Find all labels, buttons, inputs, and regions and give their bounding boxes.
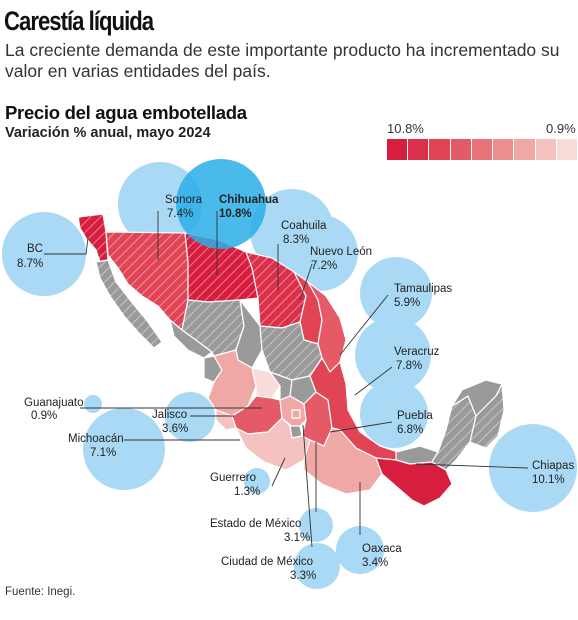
label-puebla-value: 6.8% <box>397 424 423 436</box>
label-guanajuato-name: Guanajuato <box>24 397 83 409</box>
map-title: Precio del agua embotellada <box>5 102 247 123</box>
bubble-sonora[interactable] <box>118 162 202 246</box>
label-guerrero-name: Guerrero <box>210 472 256 484</box>
page-title: Carestía líquida <box>4 6 154 36</box>
hatch-overlay <box>78 214 504 470</box>
legend-swatch-3 <box>429 139 451 160</box>
label-edomex-name: Estado de México <box>210 518 301 530</box>
bubble-nuevo-leon[interactable] <box>282 215 358 291</box>
legend-swatch-7 <box>514 139 536 160</box>
bubble-edomex[interactable] <box>299 508 333 542</box>
legend-swatch-5 <box>471 139 494 160</box>
label-jalisco-value: 3.6% <box>162 423 188 435</box>
label-coahuila-name: Coahuila <box>281 220 327 232</box>
source-note: Fuente: Inegi. <box>5 586 76 598</box>
label-tamaulipas-value: 5.9% <box>394 297 420 309</box>
label-edomex-value: 3.1% <box>284 532 310 544</box>
bubble-cdmx[interactable] <box>294 543 340 589</box>
bubble-jalisco[interactable] <box>165 392 215 442</box>
bubble-tamaulipas[interactable] <box>360 257 432 329</box>
label-bc-name: BC <box>27 243 43 255</box>
legend-swatch-1 <box>387 139 409 160</box>
label-puebla-name: Puebla <box>397 410 433 422</box>
label-veracruz-value: 7.8% <box>396 360 422 372</box>
label-chiapas-name: Chiapas <box>532 460 574 472</box>
label-bc-value: 8.7% <box>17 258 43 270</box>
bubble-michoacan[interactable] <box>83 408 165 490</box>
bubble-veracruz[interactable] <box>355 317 431 393</box>
legend-swatch-6 <box>493 139 515 160</box>
bubble-chiapas[interactable] <box>489 424 577 512</box>
label-sonora-name: Sonora <box>165 194 203 206</box>
label-veracruz-name: Veracruz <box>394 346 440 358</box>
state-guerrero[interactable] <box>235 417 311 471</box>
state-colima[interactable] <box>215 409 237 431</box>
label-nuevo-leon-name: Nuevo León <box>310 246 372 258</box>
legend-swatch-8 <box>535 139 557 160</box>
bubbles-layer <box>2 162 577 589</box>
bubble-guanajuato[interactable] <box>84 395 102 413</box>
label-oaxaca-name: Oaxaca <box>362 543 402 555</box>
bubble-puebla[interactable] <box>360 380 428 448</box>
legend-swatch-4 <box>450 139 472 160</box>
state-chiapas[interactable] <box>375 457 453 507</box>
label-sonora-value: 7.4% <box>167 208 193 220</box>
entity-labels: BC 8.7% Sonora 7.4% Chihuahua 10.8% Coah… <box>17 194 574 582</box>
label-jalisco-name: Jalisco <box>152 409 187 421</box>
legend-swatch-9 <box>556 139 577 160</box>
label-coahuila-value: 8.3% <box>283 234 309 246</box>
color-scale-legend <box>387 139 577 160</box>
legend-max-label: 10.8% <box>387 121 424 136</box>
label-tamaulipas-name: Tamaulipas <box>394 283 452 295</box>
label-cdmx-value: 3.3% <box>290 570 316 582</box>
state-cdmx[interactable] <box>291 409 301 419</box>
label-nuevo-leon-value: 7.2% <box>311 260 337 272</box>
label-chihuahua-name: Chihuahua <box>219 194 279 206</box>
label-chihuahua-value: 10.8% <box>219 208 252 220</box>
label-oaxaca-value: 3.4% <box>362 557 388 569</box>
bubble-oaxaca[interactable] <box>336 526 384 574</box>
label-michoacan-name: Michoacán <box>68 433 124 445</box>
label-michoacan-value: 7.1% <box>90 447 116 459</box>
label-chiapas-value: 10.1% <box>532 474 565 486</box>
leader-lines <box>44 211 529 548</box>
bubble-chihuahua[interactable] <box>176 159 266 249</box>
label-cdmx-name: Ciudad de México <box>221 556 313 568</box>
legend-swatch-2 <box>408 139 430 160</box>
label-guerrero-value: 1.3% <box>234 486 260 498</box>
page-subtitle: La creciente demanda de este importante … <box>5 40 560 81</box>
label-guanajuato-value: 0.9% <box>31 410 57 422</box>
bubble-guerrero[interactable] <box>244 468 270 494</box>
legend-min-label: 0.9% <box>546 121 576 136</box>
map-subtitle: Variación % anual, mayo 2024 <box>5 125 211 141</box>
